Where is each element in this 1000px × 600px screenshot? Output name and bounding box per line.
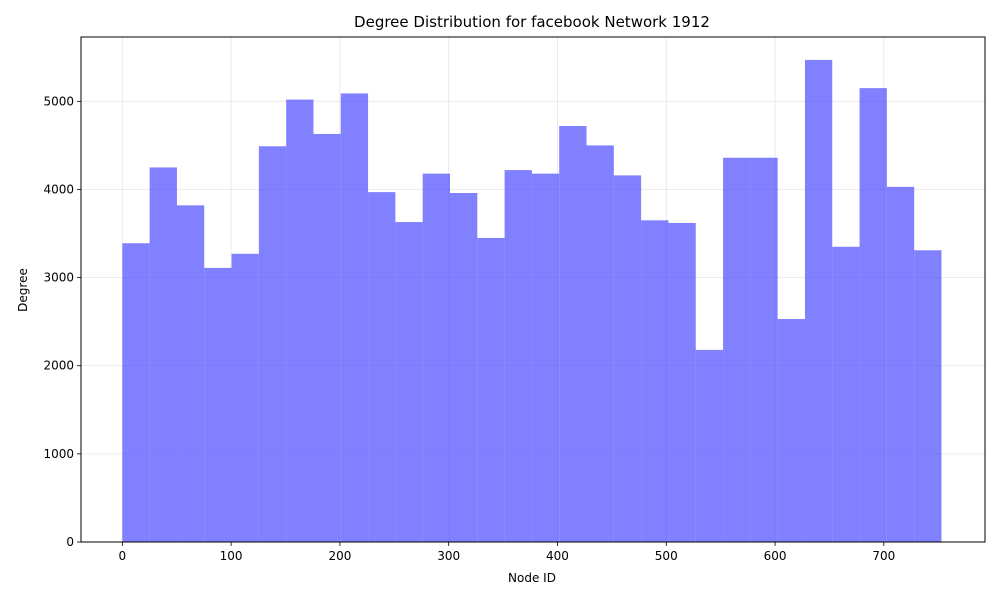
histogram-bar [149, 167, 177, 543]
plot-frame [80, 36, 986, 543]
y-tick-label: 1000 [43, 447, 74, 461]
y-tick-label: 0 [66, 535, 74, 549]
histogram-bar [586, 145, 614, 542]
y-tick-label: 3000 [43, 271, 74, 285]
x-tick-label: 100 [220, 549, 243, 563]
histogram-bar [531, 173, 560, 542]
x-tick-label: 200 [328, 549, 351, 563]
histogram-bar [477, 237, 505, 542]
histogram-bar [886, 186, 915, 542]
histogram-bar [122, 243, 150, 543]
histogram-bar [422, 173, 450, 542]
y-tick-label: 4000 [43, 182, 74, 196]
x-tick-label: 400 [546, 549, 569, 563]
x-tick-label: 0 [119, 549, 127, 563]
y-tick-label: 5000 [43, 94, 74, 108]
histogram-bar [176, 205, 205, 543]
histogram-bar [231, 253, 259, 543]
x-tick-label: 300 [437, 549, 460, 563]
histogram-bar [723, 157, 751, 543]
histogram-bar [504, 170, 532, 543]
histogram-bar [750, 157, 778, 543]
histogram-bar [613, 175, 642, 543]
histogram-bar [559, 126, 587, 542]
histogram-bar [449, 192, 478, 543]
x-tick-label: 500 [655, 549, 678, 563]
chart-title: Degree Distribution for facebook Network… [354, 13, 710, 31]
histogram-bar [395, 222, 423, 542]
histogram-bar [859, 88, 887, 542]
histogram-bar [641, 220, 669, 542]
histogram-bar [832, 246, 860, 542]
histogram-bar [668, 222, 696, 543]
histogram-bar [777, 319, 805, 542]
histogram-bar [204, 267, 232, 542]
y-tick-label: 2000 [43, 359, 74, 373]
y-axis-ticks: 0 1000 2000 3000 4000 5000 [43, 94, 81, 549]
histogram-bar [258, 146, 287, 542]
x-axis-label: Node ID [508, 571, 556, 585]
x-axis-ticks: 0 100 200 300 400 500 600 700 [119, 542, 895, 563]
histogram-bar [286, 99, 314, 543]
histogram-bar [368, 192, 396, 542]
histogram-bar [804, 59, 833, 542]
histogram-bar [695, 349, 724, 542]
histogram-bar [340, 93, 369, 543]
x-tick-label: 600 [764, 549, 787, 563]
y-axis-label: Degree [16, 268, 30, 312]
histogram-bar [914, 250, 942, 542]
x-tick-label: 700 [872, 549, 895, 563]
histogram-bar [313, 133, 341, 542]
bars [122, 59, 942, 543]
